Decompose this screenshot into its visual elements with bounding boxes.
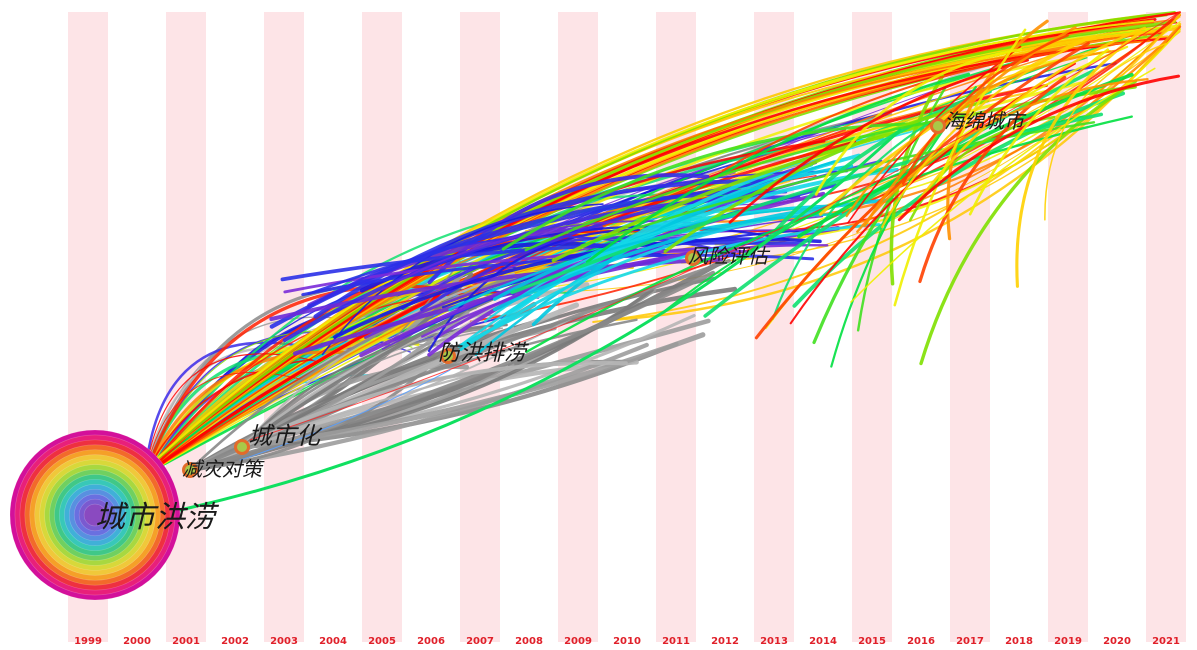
link-curve-244 [814,48,1023,196]
link-curve-255 [881,34,1097,229]
keyword-labels: 城市洪涝 减灾对策 城市化 防洪排涝 风险评估 海绵城市 [95,109,1027,535]
link-curve-252 [901,34,1069,185]
link-curve-232 [580,121,1096,247]
cooccurrence-links [143,10,1182,512]
year-label-2021: 2021 [1152,636,1180,647]
link-curve-240 [1044,42,1169,221]
link-curve-125 [469,14,1181,323]
link-curve-249 [893,28,1027,307]
node-urbanization-inner [237,442,247,452]
year-label-2014: 2014 [809,636,837,647]
label-urbanization: 城市化 [248,422,323,450]
link-curve-256 [249,11,1181,441]
link-curve-115 [148,20,1177,467]
year-label-2016: 2016 [907,636,935,647]
label-sponge-city: 海绵城市 [944,109,1027,133]
label-risk-assessment: 风险评估 [688,244,771,268]
link-curve-228 [524,114,970,252]
link-curve-165 [187,270,716,473]
year-label-2002: 2002 [221,636,249,647]
link-curve-257 [178,128,902,512]
link-curve-183 [269,188,770,329]
link-curve-229 [919,79,1138,366]
year-label-2008: 2008 [515,636,543,647]
link-curve-196 [421,244,829,338]
link-curve-205 [531,164,854,327]
link-curve-76 [143,350,347,477]
link-curve-128 [592,13,1181,324]
link-curve-197 [332,237,822,339]
link-curve-208 [493,156,810,328]
label-urban-flood: 城市洪涝 [95,500,220,535]
node-sponge-city-inner [933,121,943,131]
link-curve-236 [946,19,1049,241]
year-stripe-2021 [1146,12,1186,642]
node-risk-assessment-inner [688,253,698,263]
link-curve-116 [149,40,1151,466]
link-curve-227 [525,115,1133,354]
year-label-2003: 2003 [270,636,298,647]
link-curve-250 [1015,30,1143,288]
year-axis: 1999 2000 2001 2002 2003 2004 2005 2006 2007 2008… [74,636,1180,647]
link-curve-235 [818,36,1090,216]
link-curve-239 [850,67,1156,303]
label-flood-drainage: 防洪排涝 [438,341,529,366]
link-curve-212 [492,197,899,312]
year-label-2009: 2009 [564,636,592,647]
year-label-2019: 2019 [1054,636,1082,647]
link-curve-254 [968,48,1110,216]
year-label-2017: 2017 [956,636,984,647]
year-label-2011: 2011 [662,636,690,647]
hub-ring-15 [83,503,107,527]
year-label-2005: 2005 [368,636,396,647]
link-curve-224 [501,122,948,251]
label-disaster-reduction: 减灾对策 [182,457,265,481]
year-label-2001: 2001 [172,636,200,647]
link-curve-222 [765,89,992,243]
year-label-2006: 2006 [417,636,445,647]
year-label-2007: 2007 [466,636,494,647]
year-label-2020: 2020 [1103,636,1131,647]
keyword-nodes [182,118,946,478]
node-disaster-reduction-inner [185,465,195,475]
link-curve-246 [856,78,1149,233]
year-label-2000: 2000 [123,636,151,647]
year-label-1999: 1999 [74,636,102,647]
link-curve-166 [239,332,706,450]
link-curve-245 [914,26,1147,206]
year-label-2018: 2018 [1005,636,1033,647]
year-label-2012: 2012 [711,636,739,647]
year-label-2004: 2004 [319,636,347,647]
link-curve-192 [427,228,640,353]
link-curve-258 [239,369,451,461]
link-curve-248 [728,58,1029,224]
node-flood-drainage-inner [443,351,453,361]
year-label-2015: 2015 [858,636,886,647]
link-curve-117 [148,19,1155,467]
year-label-2010: 2010 [613,636,641,647]
hub-node-rings [9,429,181,601]
link-curve-230 [510,112,1104,295]
link-curve-237 [918,75,1067,284]
year-label-2013: 2013 [760,636,788,647]
